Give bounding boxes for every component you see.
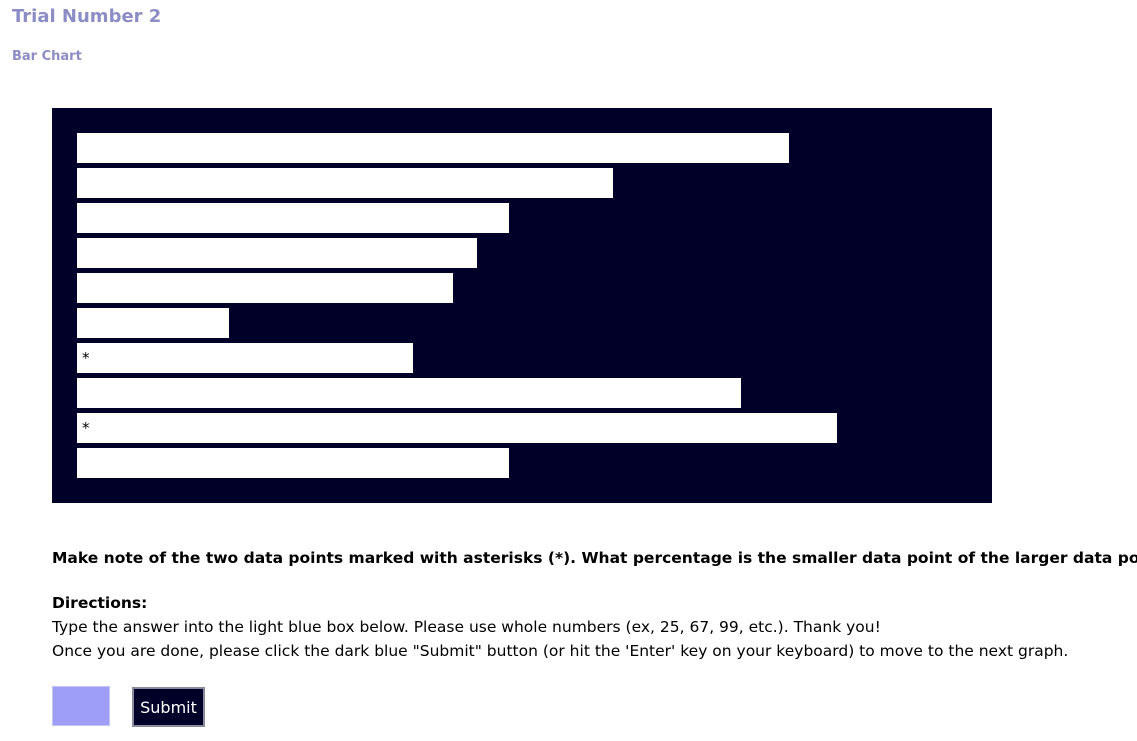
- bar-7-asterisk: *: [82, 349, 90, 367]
- chart-subtitle: Bar Chart: [12, 49, 82, 64]
- bar-1: [77, 133, 789, 163]
- bar-10: [77, 448, 509, 478]
- bar-6: [77, 308, 229, 338]
- bar-chart: * *: [52, 108, 992, 503]
- bar-3: [77, 203, 509, 233]
- submit-button[interactable]: Submit: [132, 687, 205, 727]
- bar-2: [77, 168, 613, 198]
- question-text: Make note of the two data points marked …: [52, 549, 1137, 567]
- directions-line-1: Type the answer into the light blue box …: [52, 618, 881, 636]
- directions-heading: Directions:: [52, 594, 148, 612]
- bar-4: [77, 238, 477, 268]
- bar-chart-svg: **: [77, 133, 837, 478]
- bar-8: [77, 378, 741, 408]
- answer-input[interactable]: [52, 686, 110, 726]
- bar-7: [77, 343, 413, 373]
- bar-9-asterisk: *: [82, 419, 90, 437]
- bar-9: [77, 413, 837, 443]
- bar-5: [77, 273, 453, 303]
- trial-title: Trial Number 2: [12, 6, 162, 27]
- directions-line-2: Once you are done, please click the dark…: [52, 642, 1069, 660]
